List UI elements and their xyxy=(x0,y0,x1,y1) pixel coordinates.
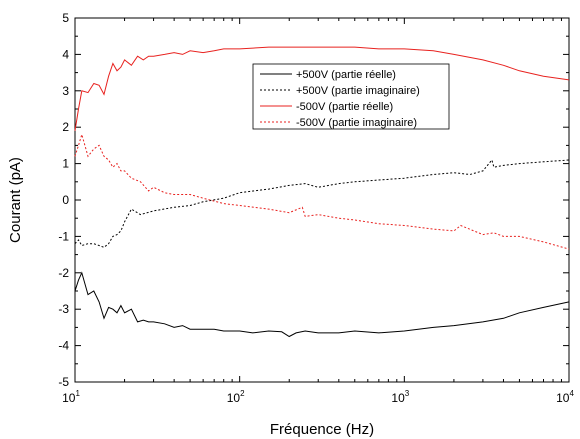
y-tick-label: -1 xyxy=(58,229,69,243)
y-tick-label: 1 xyxy=(62,157,69,171)
x-axis-label: Fréquence (Hz) xyxy=(270,421,374,438)
series-line-1 xyxy=(74,158,570,248)
x-tick-label: 104 xyxy=(556,389,574,405)
y-tick-label: 4 xyxy=(62,47,69,61)
y-axis-ticks: -5 -4 -3 -2 -1 0 1 2 3 4 5 xyxy=(58,11,569,389)
y-tick-label: -2 xyxy=(58,266,69,280)
legend-entry-label: -500V (partie réelle) xyxy=(296,101,393,113)
y-tick-label: -4 xyxy=(58,339,69,353)
y-tick-label: 2 xyxy=(62,120,69,134)
series-lines xyxy=(74,46,570,338)
y-axis-label: Courant (pA) xyxy=(7,157,24,243)
legend-entry-label: -500V (partie imaginaire) xyxy=(296,117,417,129)
y-tick-label: -3 xyxy=(58,302,69,316)
legend-box xyxy=(252,63,450,130)
legend: +500V (partie réelle) +500V (partie imagi… xyxy=(252,63,450,130)
x-tick-label: 103 xyxy=(391,389,409,405)
y-tick-label: 5 xyxy=(62,11,69,25)
y-tick-label: 3 xyxy=(62,84,69,98)
x-tick-label: 102 xyxy=(227,389,245,405)
legend-entry-label: +500V (partie imaginaire) xyxy=(296,85,420,97)
legend-entry-label: +500V (partie réelle) xyxy=(296,69,396,81)
series-line-2 xyxy=(74,46,570,131)
y-tick-label: -5 xyxy=(58,375,69,389)
series-line-3 xyxy=(74,132,570,250)
series-line-0 xyxy=(74,271,570,338)
x-axis-ticks: 101 102 103 104 xyxy=(62,18,574,405)
x-tick-label: 101 xyxy=(62,389,80,405)
y-tick-label: 0 xyxy=(62,193,69,207)
